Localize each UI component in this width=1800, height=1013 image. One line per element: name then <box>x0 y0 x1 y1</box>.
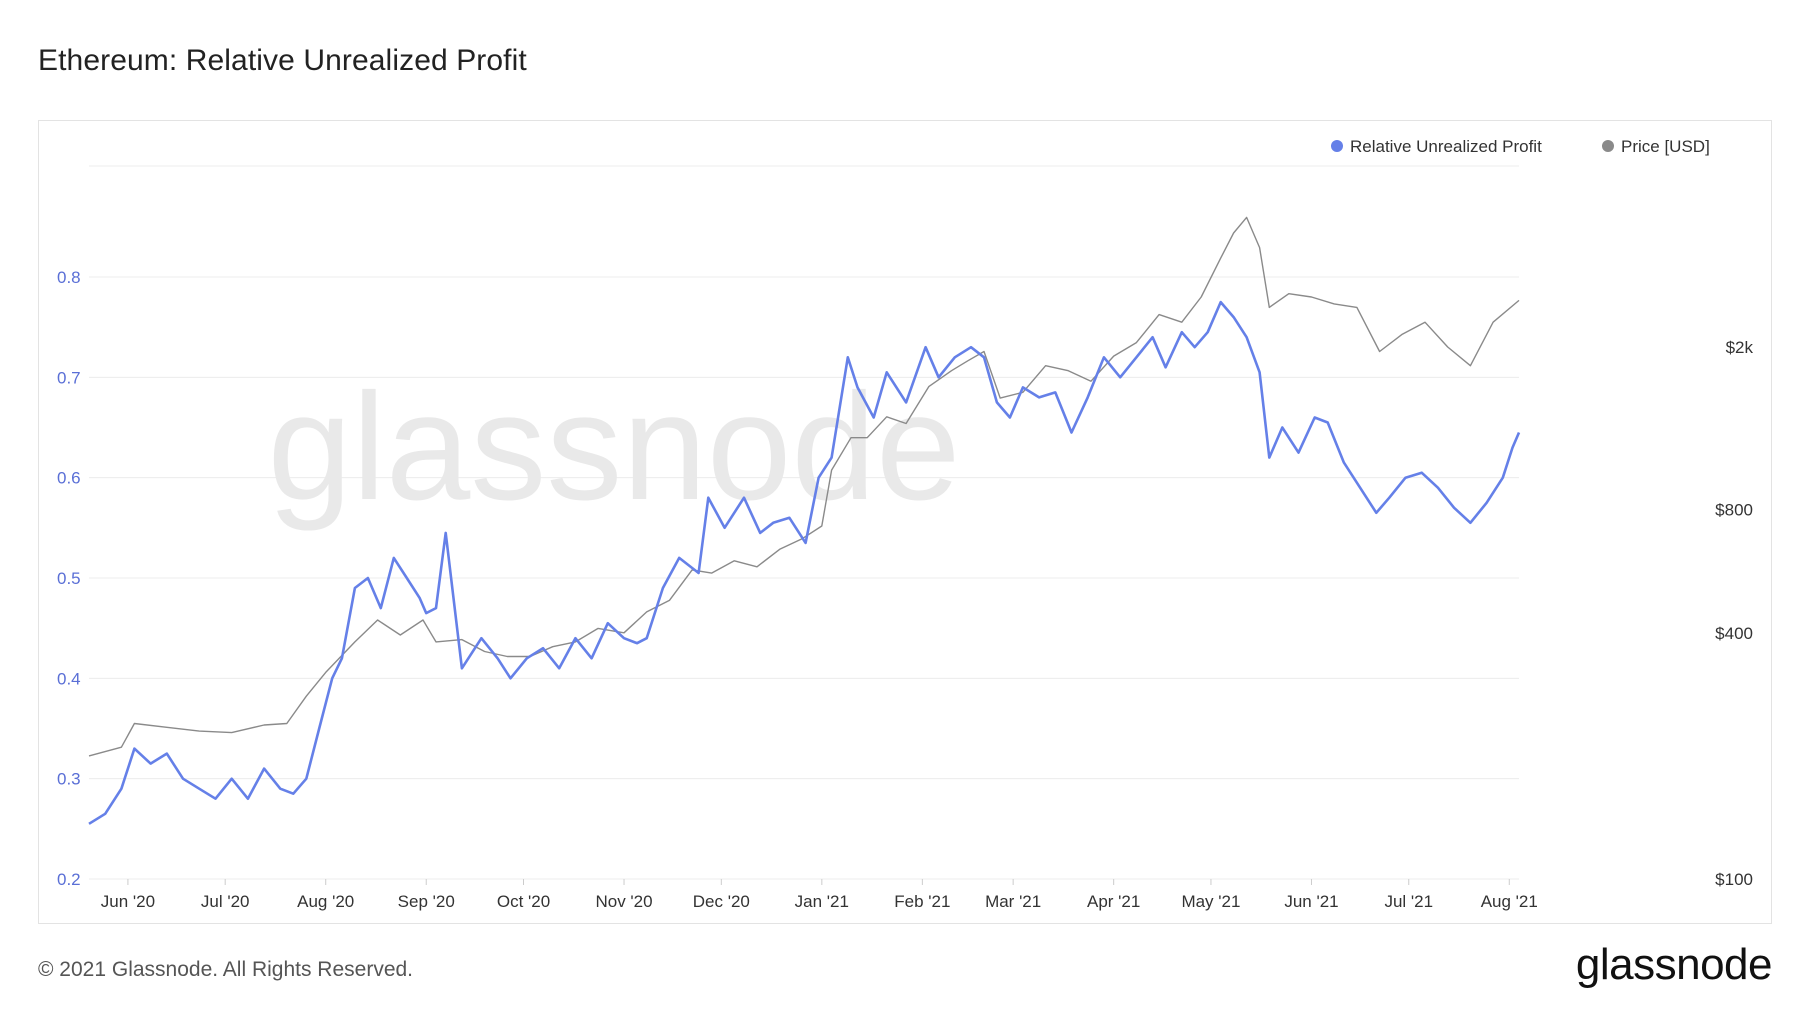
page-title: Ethereum: Relative Unrealized Profit <box>38 44 527 77</box>
price-line <box>88 216 1520 757</box>
right-tick-label: $100 <box>1715 870 1753 889</box>
x-tick-label: Jul '20 <box>201 892 250 911</box>
right-tick-label: $400 <box>1715 624 1753 643</box>
x-axis: Jun '20 Jul '20 Aug '20 Sep '20 Oct '20 Nov '… <box>101 879 1538 911</box>
legend-marker-profit <box>1331 140 1343 152</box>
left-tick-label: 0.4 <box>57 669 81 688</box>
footer-copyright: © 2021 Glassnode. All Rights Reserved. <box>38 958 414 981</box>
legend: Relative Unrealized Profit Price [USD] <box>1331 137 1710 156</box>
chart-frame: glassnode 0.2 0.3 0.4 0.5 0.6 0.7 0.8 $100 $400… <box>38 120 1772 924</box>
left-tick-label: 0.3 <box>57 770 81 789</box>
x-tick-label: Jan '21 <box>795 892 849 911</box>
legend-marker-price <box>1602 140 1614 152</box>
x-tick-label: Nov '20 <box>595 892 652 911</box>
x-tick-label: Dec '20 <box>693 892 750 911</box>
series-layer <box>88 216 1521 825</box>
right-tick-label: $800 <box>1715 501 1753 520</box>
x-tick-label: Jul '21 <box>1384 892 1433 911</box>
left-axis: 0.2 0.3 0.4 0.5 0.6 0.7 0.8 <box>57 268 81 889</box>
left-tick-label: 0.8 <box>57 268 81 287</box>
relative-unrealized-profit-line <box>88 300 1521 825</box>
x-tick-label: Jun '20 <box>101 892 155 911</box>
left-tick-label: 0.2 <box>57 870 81 889</box>
legend-label-profit[interactable]: Relative Unrealized Profit <box>1350 137 1542 156</box>
x-tick-label: Aug '20 <box>297 892 354 911</box>
x-tick-label: Apr '21 <box>1087 892 1140 911</box>
left-tick-label: 0.5 <box>57 569 81 588</box>
grid-lines <box>89 165 1519 880</box>
left-tick-label: 0.6 <box>57 469 81 488</box>
x-tick-label: May '21 <box>1181 892 1240 911</box>
right-axis: $100 $400 $800 $2k <box>1715 338 1753 889</box>
left-tick-label: 0.7 <box>57 368 81 387</box>
legend-label-price[interactable]: Price [USD] <box>1621 137 1710 156</box>
x-tick-label: Feb '21 <box>894 892 950 911</box>
x-tick-label: Mar '21 <box>985 892 1041 911</box>
x-tick-label: Aug '21 <box>1481 892 1538 911</box>
chart: glassnode 0.20.30.40.50.60.70.8 $100$400… <box>57 137 1753 911</box>
x-tick-label: Jun '21 <box>1284 892 1338 911</box>
x-tick-label: Sep '20 <box>398 892 455 911</box>
x-tick-label: Oct '20 <box>497 892 550 911</box>
right-tick-label: $2k <box>1726 338 1754 357</box>
glassnode-logo: glassnode <box>1575 940 1773 989</box>
